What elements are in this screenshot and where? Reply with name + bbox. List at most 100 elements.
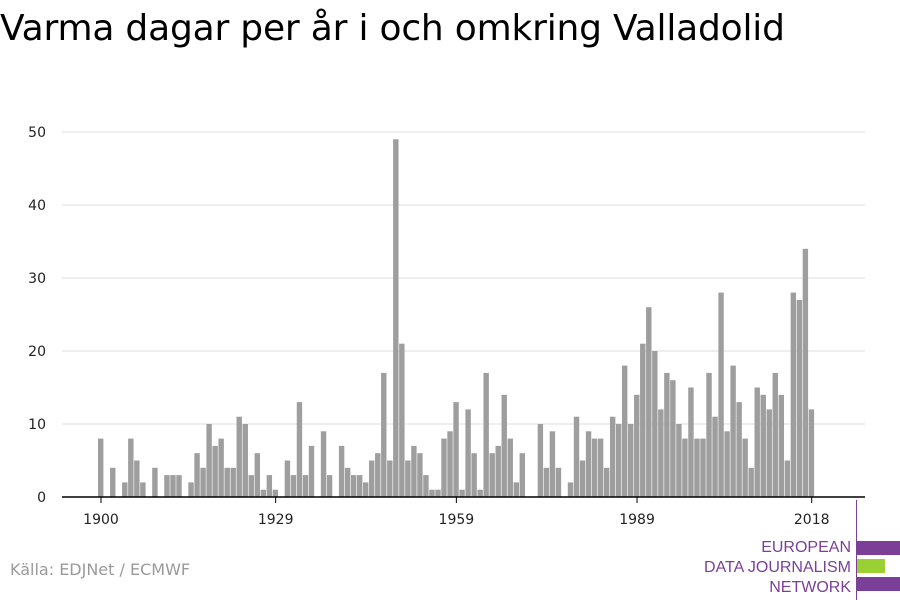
bar-1935 [308, 445, 315, 497]
bar-1992 [652, 351, 658, 497]
bar-1928 [266, 475, 273, 497]
bar-2002 [712, 416, 718, 497]
logo-divider [856, 500, 857, 600]
bar-1920 [218, 438, 224, 497]
bar-1931 [284, 460, 291, 497]
bar-1994 [664, 372, 670, 497]
bar-1922 [230, 467, 236, 497]
gridlines [62, 131, 865, 425]
logo-bar-green [857, 559, 885, 573]
bar-1921 [224, 467, 230, 497]
bar-1978 [567, 482, 574, 497]
bar-chart: 0 10 20 30 40 50 1900 1929 1959 1989 2018 [28, 125, 865, 528]
bar-1956 [435, 489, 441, 497]
bar-2013 [778, 394, 784, 497]
bar-1990 [640, 343, 646, 497]
bar-1979 [573, 416, 580, 497]
y-tick-label-0: 0 [37, 490, 46, 506]
bar-1966 [495, 445, 501, 497]
bar-1991 [646, 307, 652, 497]
bar-1951 [405, 460, 411, 497]
bar-1968 [507, 438, 513, 497]
bar-1980 [579, 460, 586, 497]
x-tick-label-2018: 2018 [794, 512, 830, 528]
bar-1998 [688, 387, 694, 497]
bar-1999 [694, 438, 700, 497]
bar-2006 [736, 402, 742, 497]
bar-1924 [242, 424, 248, 497]
bar-2011 [766, 409, 772, 497]
chart-title: Varma dagar per år i och omkring Vallado… [0, 8, 785, 49]
bar-1904 [122, 482, 128, 497]
bar-1986 [615, 424, 622, 497]
logo-bar-purple-bottom [857, 577, 900, 591]
bar-1946 [375, 453, 381, 497]
bar-1976 [555, 467, 562, 497]
bar-1917 [200, 467, 206, 497]
bar-1938 [326, 475, 333, 497]
bar-1916 [194, 453, 200, 497]
bar-1941 [344, 467, 351, 497]
bar-1953 [417, 453, 423, 497]
bar-1997 [682, 438, 688, 497]
bar-1984 [603, 467, 610, 497]
y-tick-label-40: 40 [28, 198, 46, 214]
bar-1996 [676, 424, 682, 497]
bar-1927 [260, 489, 267, 497]
bar-1949 [393, 139, 399, 498]
bar-1926 [254, 453, 260, 497]
bar-1993 [658, 409, 664, 497]
bars [98, 139, 815, 498]
bar-2004 [724, 431, 730, 497]
bar-1945 [369, 460, 375, 497]
bar-1934 [302, 475, 309, 497]
x-tick-label-1900: 1900 [83, 512, 119, 528]
bar-1989 [634, 394, 640, 497]
logo-line-1: EUROPEAN [761, 539, 851, 556]
bar-1950 [399, 343, 405, 497]
x-axis-ticks: 1900 1929 1959 1989 2018 [83, 497, 830, 528]
bar-1959 [453, 402, 459, 497]
bar-1985 [609, 416, 616, 497]
bar-1913 [176, 475, 182, 497]
bar-1957 [441, 438, 447, 497]
bar-1948 [387, 460, 393, 497]
bar-1955 [429, 489, 435, 497]
bar-1969 [513, 482, 519, 497]
bar-1967 [501, 394, 507, 497]
bar-1918 [206, 424, 212, 497]
logo-line-2: DATA JOURNALISM [704, 559, 851, 576]
bar-1911 [164, 475, 170, 497]
source-note: Källa: EDJNet / ECMWF [10, 560, 191, 579]
bar-1900 [98, 438, 104, 497]
logo-bar-purple-top [857, 541, 900, 555]
bar-1970 [519, 453, 526, 497]
y-tick-label-10: 10 [28, 417, 46, 433]
bar-1907 [140, 482, 146, 497]
bar-2008 [748, 467, 754, 497]
y-tick-label-50: 50 [28, 125, 46, 141]
bar-1947 [381, 372, 387, 497]
bar-2018 [808, 409, 815, 497]
bar-1925 [248, 475, 254, 497]
bar-2001 [706, 372, 712, 497]
y-axis-tick-labels: 0 10 20 30 40 50 [28, 125, 46, 506]
x-tick-label-1929: 1929 [258, 512, 294, 528]
bar-1909 [152, 467, 158, 497]
bar-1981 [585, 431, 592, 497]
bar-1902 [110, 467, 116, 497]
bar-1995 [670, 380, 676, 497]
bar-2010 [760, 394, 766, 497]
bar-1905 [128, 438, 134, 497]
bar-1982 [591, 438, 598, 497]
bar-1929 [272, 489, 279, 497]
bar-1963 [477, 489, 483, 497]
bar-2000 [700, 438, 706, 497]
bar-2014 [784, 460, 791, 497]
bar-1932 [290, 475, 297, 497]
edjnet-logo: EUROPEAN DATA JOURNALISM NETWORK [704, 538, 851, 598]
bar-1962 [471, 453, 477, 497]
bar-1954 [423, 475, 429, 497]
bar-1933 [296, 402, 303, 497]
bar-1944 [363, 482, 369, 497]
